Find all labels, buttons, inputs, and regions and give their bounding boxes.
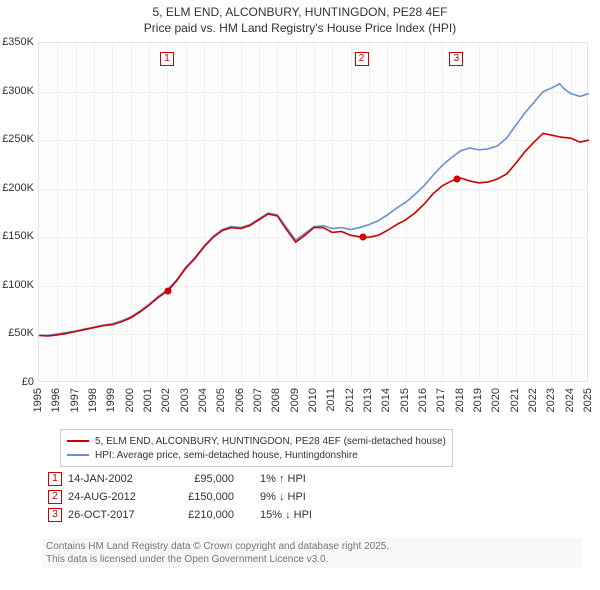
footer-line-1: Contains HM Land Registry data © Crown c… [46, 541, 389, 552]
y-tick-label: £350K [0, 36, 34, 48]
legend-swatch [67, 454, 89, 456]
sale-row-diff: 15% ↓ HPI [260, 509, 350, 521]
y-tick-label: £150K [0, 230, 34, 242]
plot-svg [39, 43, 589, 383]
x-tick-label: 2004 [197, 388, 209, 412]
plot-area [38, 42, 588, 382]
x-tick-label: 2024 [564, 388, 576, 412]
callout-box: 2 [355, 52, 369, 66]
title-line-1: 5, ELM END, ALCONBURY, HUNTINGDON, PE28 … [153, 5, 448, 19]
series-price-line [39, 133, 589, 336]
x-tick-label: 2017 [435, 388, 447, 412]
x-tick-label: 2011 [325, 388, 337, 412]
x-tick-label: 2006 [234, 388, 246, 412]
x-tick-label: 2000 [124, 388, 136, 412]
x-tick-label: 1997 [69, 388, 81, 412]
x-tick-label: 2022 [527, 388, 539, 412]
x-tick-label: 1996 [50, 388, 62, 412]
y-tick-label: £300K [0, 85, 34, 97]
callout-box: 3 [449, 52, 463, 66]
y-tick-label: £100K [0, 279, 34, 291]
sale-row-date: 26-OCT-2017 [68, 509, 168, 521]
sale-row: 3 26-OCT-2017 £210,000 15% ↓ HPI [48, 506, 350, 524]
x-tick-label: 2007 [252, 388, 264, 412]
sales-table: 1 14-JAN-2002 £95,000 1% ↑ HPI 2 24-AUG-2012 £… [48, 470, 350, 524]
legend: 5, ELM END, ALCONBURY, HUNTINGDON, PE28 … [60, 429, 453, 467]
x-tick-label: 2021 [509, 388, 521, 412]
sale-row-value: £150,000 [174, 491, 254, 503]
legend-label: HPI: Average price, semi-detached house,… [95, 450, 358, 461]
y-tick-label: £200K [0, 182, 34, 194]
sale-row-date: 14-JAN-2002 [68, 473, 168, 485]
footer-attribution: Contains HM Land Registry data © Crown c… [42, 538, 582, 568]
legend-label: 5, ELM END, ALCONBURY, HUNTINGDON, PE28 … [95, 436, 446, 447]
sale-row-diff: 1% ↑ HPI [260, 473, 350, 485]
x-tick-label: 2005 [215, 388, 227, 412]
y-tick-label: £0 [0, 376, 34, 388]
y-tick-label: £250K [0, 133, 34, 145]
x-tick-label: 2003 [179, 388, 191, 412]
sale-point [165, 287, 172, 294]
x-tick-label: 2002 [160, 388, 172, 412]
sale-point [454, 176, 461, 183]
chart-title: 5, ELM END, ALCONBURY, HUNTINGDON, PE28 … [0, 0, 600, 36]
x-tick-label: 2015 [399, 388, 411, 412]
callout-box: 1 [160, 52, 174, 66]
x-tick-label: 2010 [307, 388, 319, 412]
sale-row-value: £210,000 [174, 509, 254, 521]
x-tick-label: 2013 [362, 388, 374, 412]
x-tick-label: 2009 [289, 388, 301, 412]
x-tick-label: 1999 [105, 388, 117, 412]
legend-swatch [67, 440, 89, 442]
y-tick-label: £50K [0, 327, 34, 339]
x-tick-label: 2018 [454, 388, 466, 412]
sale-row-date: 24-AUG-2012 [68, 491, 168, 503]
title-line-2: Price paid vs. HM Land Registry's House … [144, 21, 456, 35]
x-tick-label: 1995 [32, 388, 44, 412]
sale-row-number: 3 [48, 508, 62, 522]
sale-row: 2 24-AUG-2012 £150,000 9% ↓ HPI [48, 488, 350, 506]
x-tick-label: 2019 [472, 388, 484, 412]
x-tick-label: 2001 [142, 388, 154, 412]
legend-row: 5, ELM END, ALCONBURY, HUNTINGDON, PE28 … [67, 434, 446, 448]
sale-row-diff: 9% ↓ HPI [260, 491, 350, 503]
x-tick-label: 2023 [545, 388, 557, 412]
sale-point [359, 234, 366, 241]
footer-line-2: This data is licensed under the Open Gov… [46, 554, 328, 565]
x-tick-label: 1998 [87, 388, 99, 412]
x-tick-label: 2025 [582, 388, 594, 412]
x-tick-label: 2012 [344, 388, 356, 412]
x-tick-label: 2014 [380, 388, 392, 412]
sale-row: 1 14-JAN-2002 £95,000 1% ↑ HPI [48, 470, 350, 488]
x-tick-label: 2020 [490, 388, 502, 412]
series-hpi-line [39, 84, 589, 336]
legend-row: HPI: Average price, semi-detached house,… [67, 448, 446, 462]
sale-row-value: £95,000 [174, 473, 254, 485]
x-tick-label: 2016 [417, 388, 429, 412]
x-tick-label: 2008 [270, 388, 282, 412]
sale-row-number: 1 [48, 472, 62, 486]
sale-row-number: 2 [48, 490, 62, 504]
